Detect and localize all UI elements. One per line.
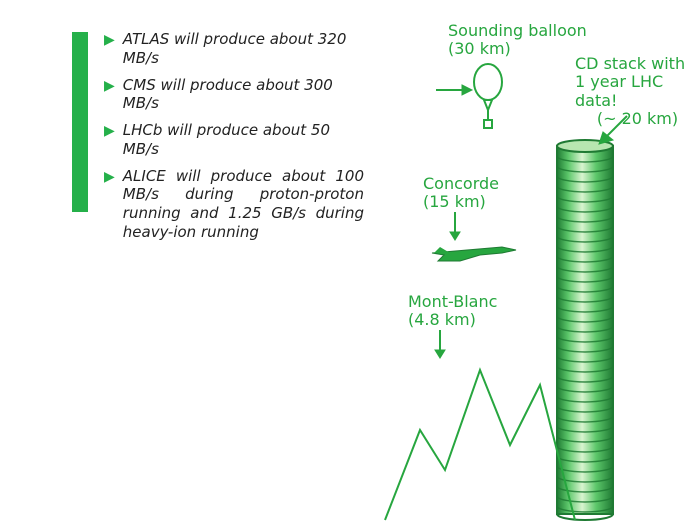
triangle-right-icon: ▶ bbox=[104, 121, 115, 141]
arrow-down-icon bbox=[432, 330, 448, 360]
montblanc-subtitle: (4.8 km) bbox=[408, 311, 497, 329]
bullet-text: ALICE will produce about 100 MB/s during… bbox=[123, 167, 364, 242]
cdstack-line3: (~ 20 km) bbox=[575, 110, 700, 128]
list-item: ▶ ATLAS will produce about 320 MB/s bbox=[104, 30, 364, 68]
concorde-icon bbox=[430, 235, 520, 265]
balloon-icon bbox=[470, 60, 510, 140]
cdstack-line2: 1 year LHC data! bbox=[575, 73, 700, 110]
concorde-title: Concorde bbox=[423, 175, 499, 193]
arrow-down-left-icon bbox=[595, 112, 635, 152]
concorde-subtitle: (15 km) bbox=[423, 193, 499, 211]
arrow-right-icon bbox=[436, 82, 476, 98]
triangle-right-icon: ▶ bbox=[104, 30, 115, 50]
list-item: ▶ ALICE will produce about 100 MB/s duri… bbox=[104, 167, 364, 242]
balloon-label: Sounding balloon (30 km) bbox=[448, 22, 587, 59]
concorde-label: Concorde (15 km) bbox=[423, 175, 499, 212]
triangle-right-icon: ▶ bbox=[104, 76, 115, 96]
bullet-text: LHCb will produce about 50 MB/s bbox=[123, 121, 364, 159]
triangle-right-icon: ▶ bbox=[104, 167, 115, 187]
bullet-text: CMS will produce about 300 MB/s bbox=[123, 76, 364, 114]
list-item: ▶ CMS will produce about 300 MB/s bbox=[104, 76, 364, 114]
cdstack-label: CD stack with 1 year LHC data! (~ 20 km) bbox=[575, 55, 700, 129]
list-item: ▶ LHCb will produce about 50 MB/s bbox=[104, 121, 364, 159]
stage: ▶ ATLAS will produce about 320 MB/s ▶ CM… bbox=[0, 0, 700, 525]
arrow-down-icon bbox=[447, 212, 463, 242]
mountain-icon bbox=[385, 350, 575, 525]
montblanc-label: Mont-Blanc (4.8 km) bbox=[408, 293, 497, 330]
accent-bar bbox=[72, 32, 88, 212]
bulleted-list: ▶ ATLAS will produce about 320 MB/s ▶ CM… bbox=[104, 30, 364, 250]
balloon-subtitle: (30 km) bbox=[448, 40, 587, 58]
bullet-text: ATLAS will produce about 320 MB/s bbox=[123, 30, 364, 68]
balloon-title: Sounding balloon bbox=[448, 22, 587, 40]
montblanc-title: Mont-Blanc bbox=[408, 293, 497, 311]
cdstack-line1: CD stack with bbox=[575, 55, 700, 73]
